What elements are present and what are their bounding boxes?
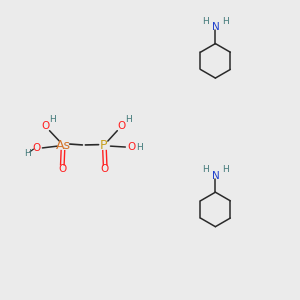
Text: H: H [222, 17, 229, 26]
Text: N: N [212, 171, 219, 181]
Text: N: N [212, 22, 219, 32]
Text: H: H [49, 115, 56, 124]
Text: O: O [58, 164, 66, 174]
Text: O: O [41, 121, 49, 131]
Text: H: H [202, 17, 209, 26]
Text: O: O [127, 142, 135, 152]
Text: H: H [24, 149, 31, 158]
Text: H: H [202, 165, 209, 174]
Text: As: As [56, 139, 71, 152]
Text: H: H [222, 165, 229, 174]
Text: P: P [100, 139, 108, 152]
Text: H: H [125, 115, 132, 124]
Text: H: H [136, 143, 142, 152]
Text: O: O [32, 143, 40, 153]
Text: O: O [117, 121, 125, 131]
Text: O: O [101, 164, 109, 174]
